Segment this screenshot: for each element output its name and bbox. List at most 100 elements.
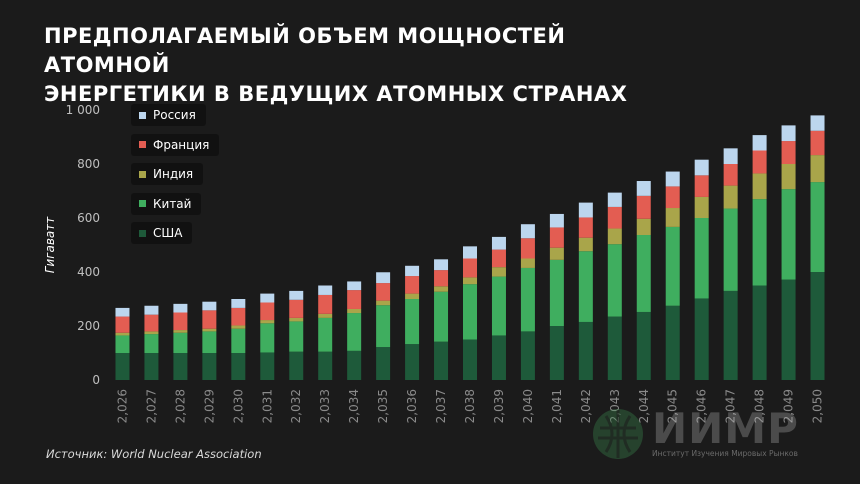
bar-segment	[636, 218, 651, 236]
bar-segment	[549, 259, 564, 326]
legend-label: Франция	[153, 137, 210, 152]
bar-segment	[231, 299, 246, 308]
bar-segment	[289, 351, 304, 380]
bar-segment	[289, 321, 304, 352]
legend-label: Китай	[153, 196, 192, 211]
bar-segment	[694, 159, 709, 176]
bar-segment	[607, 206, 622, 229]
x-tick-label: 2,039	[492, 389, 506, 423]
bar-segment	[781, 125, 796, 142]
bar-segment	[434, 286, 449, 292]
x-tick-label: 2,040	[521, 389, 535, 423]
bar-segment	[810, 130, 825, 156]
x-tick-label: 2,047	[724, 389, 738, 423]
y-tick-label: 200	[77, 319, 100, 333]
bar-segment	[781, 189, 796, 280]
x-tick-label: 2,033	[318, 389, 332, 423]
chart-title-line-1: ПРЕДПОЛАГАЕМЫЙ ОБЪЕМ МОЩНОСТЕЙ АТОМНОЙ	[44, 24, 566, 77]
bar-segment	[810, 272, 825, 380]
bar-segment	[347, 308, 362, 314]
bar-segment	[115, 316, 130, 333]
chart-legend: Россия Франция Индия Китай США	[131, 104, 220, 252]
bar-segment	[723, 164, 738, 186]
bar-segment	[636, 235, 651, 312]
bar-segment	[491, 276, 506, 336]
x-tick-label: 2,045	[666, 389, 680, 423]
bar-segment	[405, 299, 420, 345]
x-tick-label: 2,036	[405, 389, 419, 423]
bar-segment	[202, 310, 217, 329]
y-tick-label: 1 000	[66, 103, 100, 117]
bar-segment	[115, 353, 130, 380]
bar-segment	[173, 330, 188, 333]
bar-segment	[520, 258, 535, 268]
bar-segment	[260, 323, 275, 353]
bar-segment	[810, 155, 825, 183]
x-tick-label: 2,031	[260, 389, 274, 423]
legend-item: Россия	[131, 104, 206, 126]
bar-segment	[144, 314, 159, 332]
bar-segment	[347, 313, 362, 351]
bar-segment	[347, 281, 362, 291]
x-tick-label: 2,050	[811, 389, 825, 423]
x-tick-label: 2,044	[637, 389, 651, 423]
bar-segment	[636, 181, 651, 196]
bar-segment	[318, 313, 333, 318]
bar-segment	[723, 208, 738, 291]
x-tick-label: 2,049	[782, 389, 796, 423]
legend-item: Франция	[131, 133, 220, 156]
bar-segment	[810, 115, 825, 131]
bar-segment	[173, 303, 188, 313]
bar-segment	[434, 259, 449, 271]
y-tick-label: 400	[77, 265, 100, 279]
bar-segment	[260, 302, 275, 321]
legend-swatch	[139, 200, 146, 207]
bar-segment	[520, 238, 535, 259]
bar-segment	[463, 277, 477, 285]
bar-segment	[231, 353, 246, 380]
bar-segment	[405, 276, 420, 294]
bar-segment	[376, 305, 391, 348]
bar-segment	[115, 307, 130, 317]
bar-segment	[636, 195, 651, 219]
bar-segment	[231, 307, 246, 326]
bar-segment	[723, 185, 738, 209]
bar-segment	[405, 344, 420, 380]
bar-segment	[289, 290, 304, 300]
bar-segment	[520, 267, 535, 332]
bar-segment	[781, 164, 796, 190]
x-tick-label: 2,037	[434, 389, 448, 423]
bar-segment	[260, 352, 275, 380]
bar-segment	[752, 173, 767, 200]
bar-segment	[665, 186, 680, 209]
bar-segment	[694, 218, 709, 299]
x-tick-label: 2,046	[695, 389, 709, 423]
legend-item: Китай	[131, 192, 202, 215]
bar-segment	[752, 199, 767, 286]
bar-segment	[347, 350, 362, 380]
bar-segment	[463, 258, 477, 278]
y-tick-label: 0	[92, 373, 100, 387]
bar-segment	[665, 226, 680, 306]
bar-segment	[694, 196, 709, 218]
source-note: Источник: World Nuclear Association	[46, 447, 262, 461]
bar-segment	[636, 311, 651, 380]
bar-segment	[578, 217, 593, 238]
x-tick-label: 2,038	[463, 389, 477, 423]
bar-segment	[607, 316, 622, 380]
x-tick-label: 2,048	[753, 389, 767, 423]
globe-icon	[593, 409, 643, 459]
bar-segment	[202, 353, 217, 380]
bar-segment	[694, 175, 709, 197]
bar-segment	[405, 293, 420, 299]
bar-segment	[549, 326, 564, 380]
bar-segment	[520, 224, 535, 239]
bar-segment	[781, 141, 796, 164]
bar-segment	[781, 279, 796, 380]
legend-swatch	[139, 141, 146, 148]
bar-segment	[491, 249, 506, 268]
bar-segment	[318, 351, 333, 380]
bar-segment	[752, 135, 767, 151]
bar-segment	[549, 227, 564, 248]
